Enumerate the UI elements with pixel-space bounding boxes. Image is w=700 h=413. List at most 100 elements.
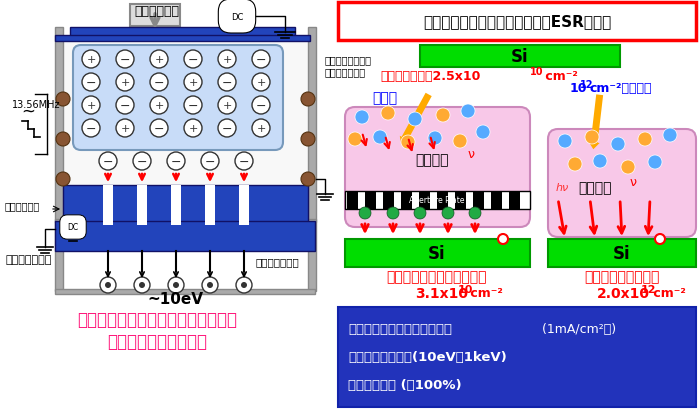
Circle shape bbox=[648, 156, 662, 170]
Circle shape bbox=[134, 277, 150, 293]
Circle shape bbox=[56, 133, 70, 147]
Circle shape bbox=[568, 158, 582, 171]
Text: −: − bbox=[171, 155, 181, 168]
Text: +: + bbox=[256, 78, 266, 88]
Circle shape bbox=[252, 97, 270, 115]
Circle shape bbox=[348, 133, 362, 147]
Circle shape bbox=[461, 105, 475, 119]
Text: Si: Si bbox=[511, 48, 528, 66]
Bar bbox=[55, 219, 63, 291]
Circle shape bbox=[133, 153, 151, 171]
Circle shape bbox=[442, 207, 454, 219]
Text: ・高密度中性粒子ビーム生成: ・高密度中性粒子ビーム生成 bbox=[348, 323, 452, 336]
Bar bbox=[548, 240, 696, 267]
Text: リファレンス：2.5x10: リファレンス：2.5x10 bbox=[380, 70, 480, 83]
Text: −: − bbox=[222, 122, 232, 135]
Bar bbox=[347, 192, 358, 209]
FancyBboxPatch shape bbox=[548, 130, 696, 237]
Bar bbox=[473, 192, 484, 209]
Circle shape bbox=[469, 207, 481, 219]
Text: cm⁻²: cm⁻² bbox=[541, 70, 578, 83]
Text: 石英チューブ: 石英チューブ bbox=[5, 201, 41, 211]
Text: cm⁻²: cm⁻² bbox=[466, 287, 503, 300]
Circle shape bbox=[82, 120, 100, 138]
Text: −: − bbox=[120, 99, 130, 112]
Bar bbox=[308, 219, 316, 291]
Text: +: + bbox=[188, 78, 197, 88]
Text: −: − bbox=[256, 99, 266, 112]
Text: 12: 12 bbox=[641, 284, 657, 294]
Text: 中性粒子ビームの生成: 中性粒子ビームの生成 bbox=[107, 332, 207, 350]
Text: −: − bbox=[256, 53, 266, 66]
Circle shape bbox=[373, 131, 387, 145]
Text: −: − bbox=[222, 76, 232, 89]
Circle shape bbox=[184, 120, 202, 138]
Circle shape bbox=[241, 282, 247, 288]
Text: Si: Si bbox=[428, 244, 446, 262]
Circle shape bbox=[476, 126, 490, 140]
Circle shape bbox=[401, 136, 415, 150]
Circle shape bbox=[236, 277, 252, 293]
Text: +: + bbox=[154, 101, 164, 111]
Text: 10: 10 bbox=[530, 67, 543, 77]
Circle shape bbox=[82, 74, 100, 92]
Text: −: − bbox=[188, 99, 198, 112]
Text: 2.0x10: 2.0x10 bbox=[597, 286, 650, 300]
Circle shape bbox=[100, 277, 116, 293]
Circle shape bbox=[436, 109, 450, 123]
Text: 加工ダメージ比較（表面欠陥のESR測定）: 加工ダメージ比較（表面欠陥のESR測定） bbox=[423, 14, 611, 29]
Text: +: + bbox=[120, 78, 130, 88]
Circle shape bbox=[168, 277, 184, 293]
Circle shape bbox=[202, 277, 218, 293]
Circle shape bbox=[428, 132, 442, 146]
Text: −: − bbox=[154, 76, 164, 89]
Text: Aperture Plate: Aperture Plate bbox=[410, 196, 465, 205]
Text: プラズマ: プラズマ bbox=[578, 180, 612, 195]
Circle shape bbox=[252, 51, 270, 69]
Bar bbox=[171, 185, 181, 225]
Circle shape bbox=[150, 74, 168, 92]
Circle shape bbox=[173, 282, 179, 288]
Text: +: + bbox=[86, 101, 96, 111]
FancyBboxPatch shape bbox=[345, 108, 530, 228]
Text: hν: hν bbox=[556, 183, 569, 192]
Text: +: + bbox=[86, 55, 96, 65]
Circle shape bbox=[56, 93, 70, 107]
Circle shape bbox=[116, 74, 134, 92]
Text: 3.1x10: 3.1x10 bbox=[415, 286, 468, 300]
Circle shape bbox=[359, 207, 371, 219]
Text: +: + bbox=[256, 124, 266, 134]
Circle shape bbox=[184, 74, 202, 92]
Text: ・高中性化率 (～100%): ・高中性化率 (～100%) bbox=[348, 379, 461, 392]
Bar bbox=[509, 192, 520, 209]
Text: ~: ~ bbox=[21, 103, 35, 121]
Circle shape bbox=[207, 282, 213, 288]
Circle shape bbox=[184, 97, 202, 115]
Text: −: − bbox=[204, 155, 216, 168]
Circle shape bbox=[387, 207, 399, 219]
Text: +: + bbox=[120, 124, 130, 134]
Text: +: + bbox=[188, 124, 197, 134]
Circle shape bbox=[301, 173, 315, 187]
Circle shape bbox=[150, 51, 168, 69]
Text: −: − bbox=[239, 155, 249, 168]
Bar bbox=[55, 289, 315, 294]
Circle shape bbox=[218, 120, 236, 138]
Bar bbox=[338, 307, 696, 407]
Circle shape bbox=[105, 282, 111, 288]
Circle shape bbox=[116, 97, 134, 115]
Bar bbox=[55, 28, 63, 223]
Circle shape bbox=[414, 207, 426, 219]
Bar bbox=[205, 185, 215, 225]
Bar bbox=[137, 185, 147, 225]
Circle shape bbox=[235, 153, 253, 171]
Text: cm⁻²: cm⁻² bbox=[649, 287, 686, 300]
Circle shape bbox=[116, 51, 134, 69]
Text: ・エネルギー可変(10eV～1keV): ・エネルギー可変(10eV～1keV) bbox=[348, 351, 507, 363]
Text: DC: DC bbox=[67, 223, 78, 232]
Text: 無欠陥: 無欠陥 bbox=[372, 91, 398, 105]
Circle shape bbox=[167, 153, 185, 171]
Circle shape bbox=[663, 129, 677, 142]
Bar bbox=[70, 28, 295, 40]
Text: −: − bbox=[85, 122, 97, 135]
